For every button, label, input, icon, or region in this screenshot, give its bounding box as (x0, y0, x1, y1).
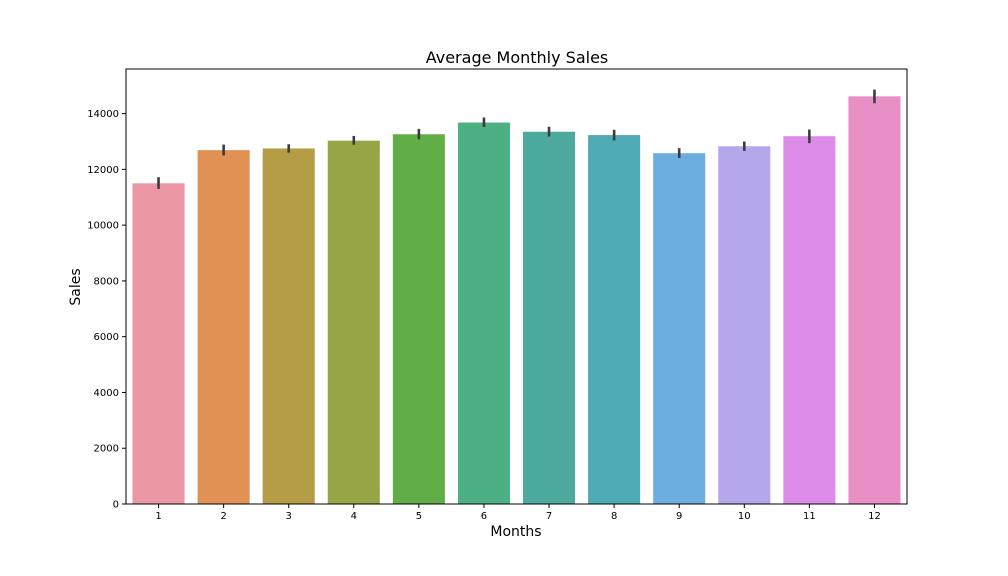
y-tick-label: 0 (113, 500, 119, 511)
y-tick-label: 4000 (94, 388, 119, 399)
x-tick-label: 2 (220, 511, 226, 522)
x-tick-label: 1 (155, 511, 161, 522)
y-tick-label: 14000 (87, 109, 119, 120)
bar-month-4 (327, 140, 380, 505)
x-tick-label: 11 (803, 511, 816, 522)
bar-month-1 (132, 183, 185, 505)
bar-month-7 (523, 131, 576, 504)
bar-month-12 (848, 96, 901, 505)
y-tick-label: 8000 (94, 276, 119, 287)
x-tick-label: 12 (868, 511, 881, 522)
bar-month-8 (588, 135, 641, 504)
bar-month-2 (197, 150, 250, 504)
chart-title: Average Monthly Sales (426, 48, 609, 67)
bar-month-6 (457, 122, 510, 505)
x-axis-label: Months (490, 524, 541, 540)
x-tick-label: 7 (546, 511, 552, 522)
y-axis-ticks: 0 2000 4000 6000 8000 10000 12000 14000 (87, 109, 126, 511)
y-axis-label: Sales (68, 268, 84, 305)
plot-frame (125, 68, 908, 505)
y-tick-label: 10000 (87, 221, 119, 232)
bar-month-11 (783, 136, 836, 505)
x-tick-label: 5 (416, 511, 422, 522)
x-axis-ticks: 1 2 3 4 5 6 7 8 9 10 11 12 (155, 504, 881, 522)
x-tick-label: 9 (676, 511, 682, 522)
bars-group (132, 96, 901, 505)
bar-month-5 (392, 134, 445, 504)
x-tick-label: 8 (611, 511, 617, 522)
bar-month-3 (262, 148, 315, 504)
bar-month-10 (718, 146, 771, 504)
error-bars-group (157, 89, 876, 189)
x-tick-label: 3 (286, 511, 292, 522)
y-tick-label: 6000 (94, 332, 119, 343)
x-tick-label: 4 (351, 511, 357, 522)
x-tick-label: 10 (738, 511, 751, 522)
y-tick-label: 2000 (94, 444, 119, 455)
bar-month-9 (653, 153, 706, 504)
y-tick-label: 12000 (87, 165, 119, 176)
x-tick-label: 6 (481, 511, 487, 522)
